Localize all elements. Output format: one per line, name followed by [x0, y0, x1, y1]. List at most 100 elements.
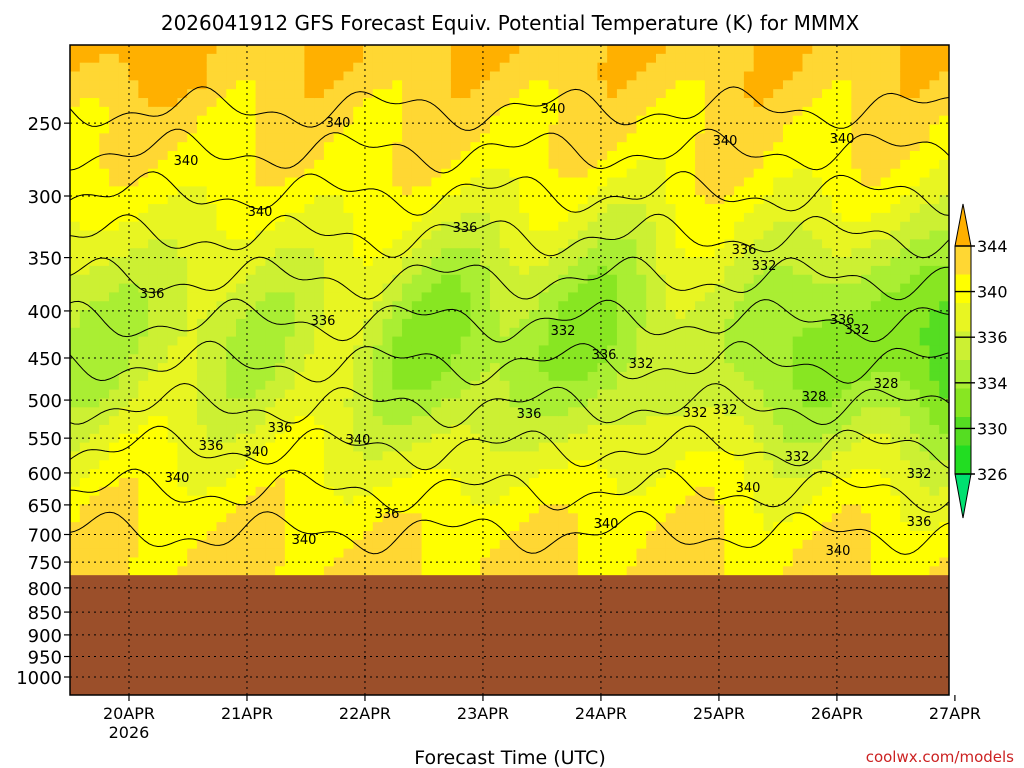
field-cell — [831, 115, 843, 126]
field-cell — [343, 318, 354, 329]
field-cell — [685, 274, 696, 285]
field-cell — [773, 168, 784, 179]
field-cell — [568, 133, 579, 143]
field-cell — [382, 274, 393, 285]
field-cell — [812, 124, 823, 134]
field-cell — [812, 504, 823, 514]
field-cell — [372, 345, 384, 355]
field-cell — [812, 380, 823, 391]
field-cell — [831, 416, 843, 426]
field-cell — [460, 265, 472, 276]
field-cell — [782, 248, 794, 258]
field-cell — [284, 522, 296, 532]
field-cell — [470, 460, 481, 470]
field-cell — [558, 354, 569, 364]
field-cell — [480, 230, 491, 240]
field-cell — [724, 460, 735, 470]
field-cell — [822, 354, 833, 364]
field-cell — [812, 115, 823, 126]
field-cell — [382, 513, 393, 523]
field-cell — [392, 557, 403, 567]
field-cell — [323, 354, 335, 364]
field-cell — [587, 442, 598, 453]
field-cell — [70, 265, 81, 276]
field-cell — [509, 62, 520, 73]
field-cell — [284, 204, 296, 214]
field-cell — [558, 398, 569, 408]
field-cell — [109, 177, 120, 187]
field-cell — [450, 71, 462, 81]
field-cell — [450, 257, 462, 267]
field-cell — [812, 433, 823, 444]
field-cell — [187, 204, 198, 214]
field-cell — [79, 301, 91, 311]
field-cell — [870, 433, 882, 444]
field-cell — [118, 142, 130, 152]
field-cell — [831, 177, 843, 187]
field-cell — [782, 186, 794, 196]
field-cell — [685, 283, 696, 294]
field-cell — [70, 80, 81, 90]
field-cell — [577, 477, 589, 488]
field-cell — [294, 442, 305, 453]
field-cell — [812, 106, 823, 117]
field-cell — [89, 301, 100, 311]
field-cell — [70, 345, 81, 355]
field-cell — [275, 301, 286, 311]
field-cell — [245, 168, 257, 179]
field-cell — [118, 212, 130, 223]
field-cell — [363, 407, 374, 417]
field-cell — [870, 327, 882, 338]
field-cell — [695, 310, 706, 320]
field-cell — [685, 115, 696, 126]
field-cell — [118, 424, 130, 435]
field-cell — [343, 283, 354, 294]
field-cell — [450, 186, 462, 196]
field-cell — [402, 522, 413, 532]
field-cell — [460, 433, 472, 444]
field-cell — [138, 80, 149, 90]
field-cell — [822, 548, 833, 559]
field-cell — [861, 142, 872, 152]
field-cell — [558, 327, 569, 338]
field-cell — [275, 486, 286, 497]
field-cell — [861, 486, 872, 497]
field-cell — [431, 380, 442, 391]
field-cell — [773, 318, 784, 329]
field-cell — [255, 424, 266, 435]
field-cell — [489, 389, 501, 400]
field-cell — [782, 477, 794, 488]
field-cell — [382, 460, 393, 470]
field-cell — [236, 159, 247, 170]
field-cell — [177, 327, 188, 338]
field-cell — [529, 257, 540, 267]
field-cell — [753, 159, 765, 170]
field-cell — [275, 336, 286, 347]
field-cell — [480, 248, 491, 258]
field-cell — [382, 71, 393, 81]
field-cell — [206, 89, 218, 99]
field-cell — [138, 248, 149, 258]
field-cell — [275, 80, 286, 90]
field-cell — [382, 504, 393, 514]
field-cell — [753, 504, 765, 514]
field-cell — [616, 416, 628, 426]
field-cell — [743, 159, 755, 170]
field-cell — [704, 566, 716, 576]
field-cell — [480, 513, 491, 523]
field-cell — [79, 469, 91, 479]
field-cell — [382, 469, 393, 479]
field-cell — [255, 451, 266, 461]
field-cell — [753, 177, 765, 187]
field-cell — [489, 407, 501, 417]
field-cell — [656, 168, 667, 179]
field-cell — [460, 212, 472, 223]
field-cell — [177, 416, 188, 426]
field-cell — [665, 159, 677, 170]
field-cell — [392, 274, 403, 285]
field-cell — [226, 318, 237, 329]
field-cell — [724, 513, 735, 523]
field-cell — [441, 566, 452, 576]
field-cell — [255, 336, 266, 347]
field-cell — [333, 557, 345, 567]
